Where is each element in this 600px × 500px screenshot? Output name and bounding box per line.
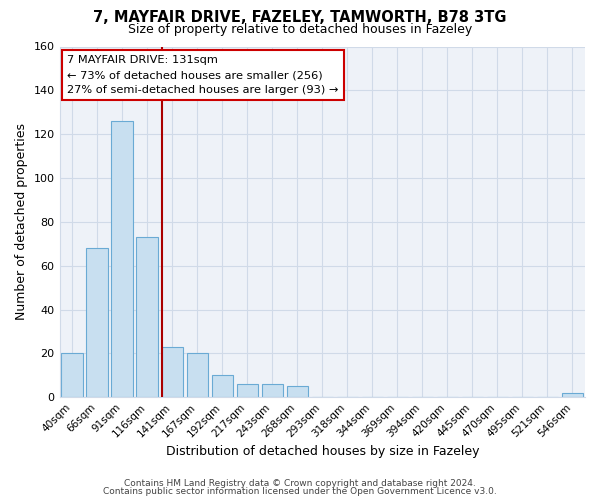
Bar (262, 384, 283, 397)
Bar (187, 354, 208, 397)
Bar (236, 384, 258, 397)
Bar (562, 393, 583, 397)
Text: 7 MAYFAIR DRIVE: 131sqm
← 73% of detached houses are smaller (256)
27% of semi-d: 7 MAYFAIR DRIVE: 131sqm ← 73% of detache… (67, 56, 339, 95)
Bar (136, 237, 158, 397)
Bar (161, 347, 183, 397)
X-axis label: Distribution of detached houses by size in Fazeley: Distribution of detached houses by size … (166, 444, 479, 458)
Text: Contains HM Land Registry data © Crown copyright and database right 2024.: Contains HM Land Registry data © Crown c… (124, 478, 476, 488)
Bar (86, 248, 108, 397)
Bar (61, 354, 83, 397)
Text: Size of property relative to detached houses in Fazeley: Size of property relative to detached ho… (128, 22, 472, 36)
Text: Contains public sector information licensed under the Open Government Licence v3: Contains public sector information licen… (103, 487, 497, 496)
Y-axis label: Number of detached properties: Number of detached properties (15, 124, 28, 320)
Text: 7, MAYFAIR DRIVE, FAZELEY, TAMWORTH, B78 3TG: 7, MAYFAIR DRIVE, FAZELEY, TAMWORTH, B78… (93, 10, 507, 25)
Bar (287, 386, 308, 397)
Bar (212, 376, 233, 397)
Bar (112, 121, 133, 397)
